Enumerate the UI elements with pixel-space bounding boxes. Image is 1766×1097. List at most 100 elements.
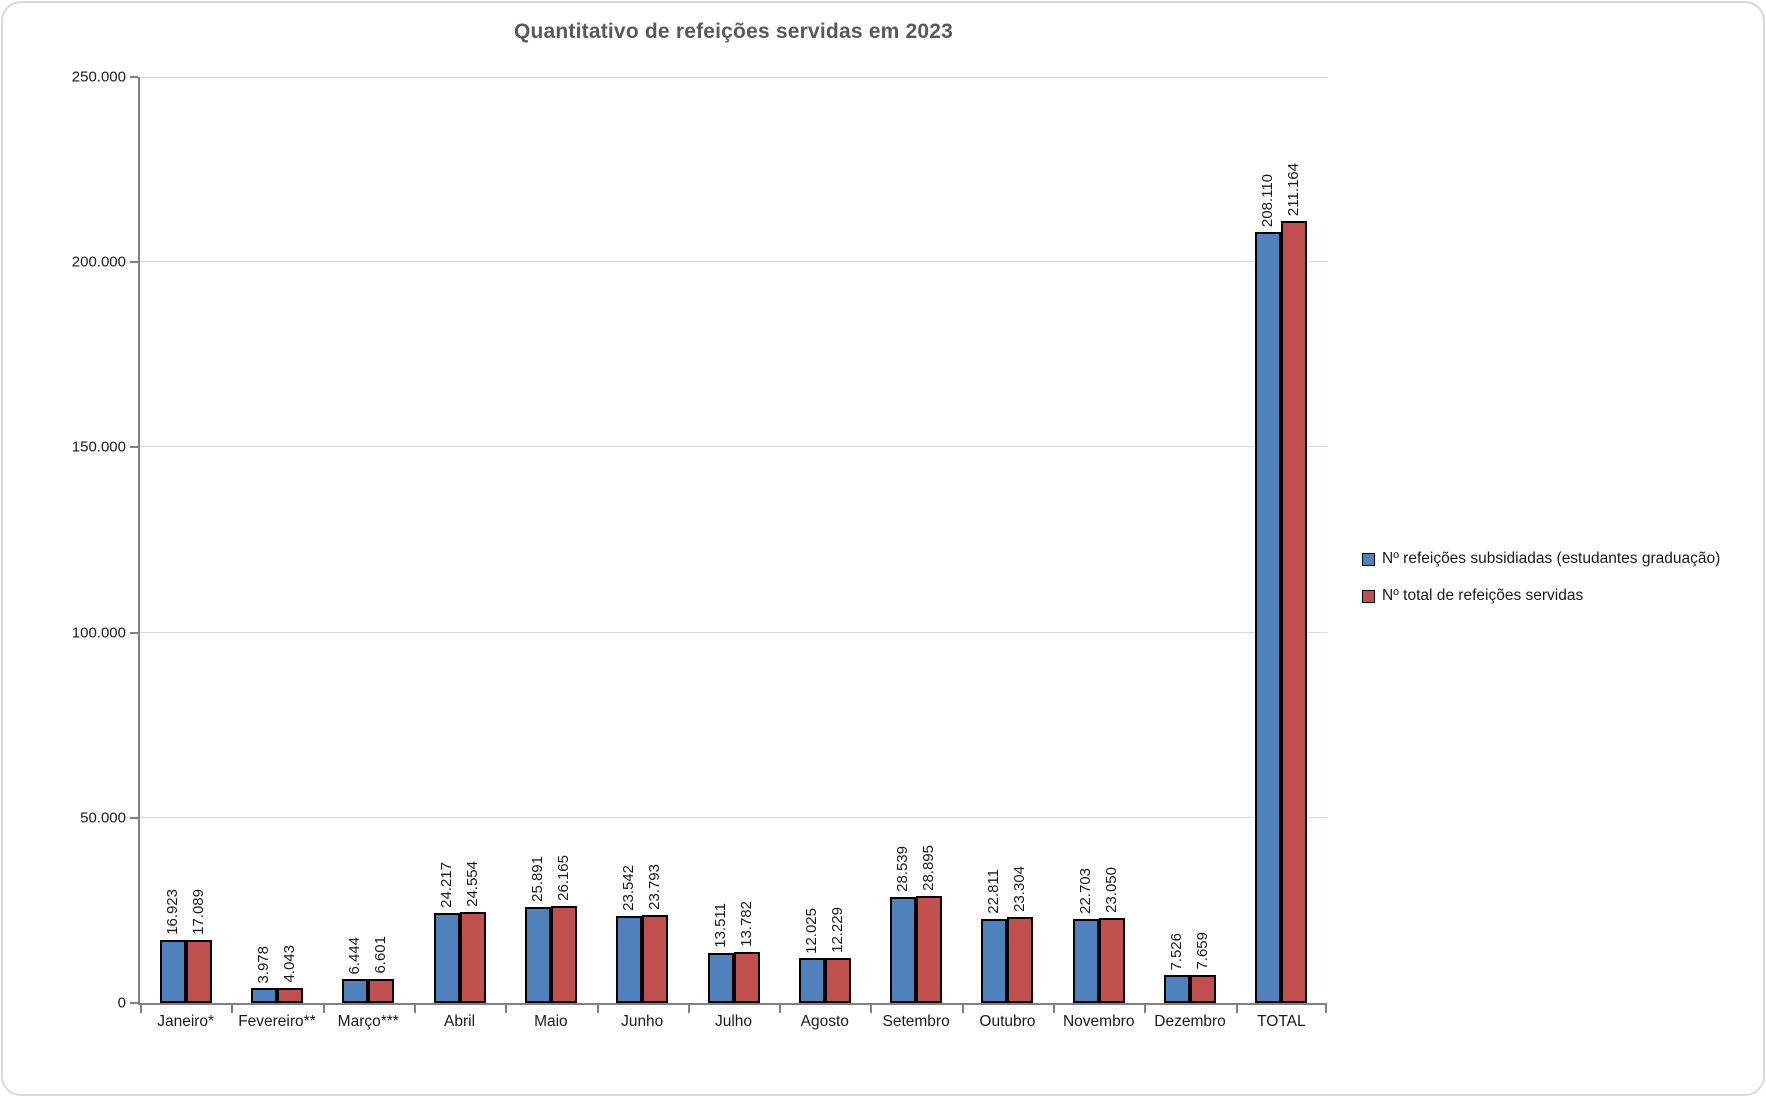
bar	[1098, 917, 1125, 1003]
x-axis-tick	[231, 1005, 233, 1013]
bar	[459, 912, 486, 1003]
bar-value-label: 26.165	[554, 855, 572, 902]
x-axis-label: Abril	[444, 1013, 476, 1030]
y-axis-label: 200.000	[71, 253, 126, 271]
bar	[824, 957, 851, 1003]
legend-item-subsidiadas: Nº refeições subsidiadas (estudantes gra…	[1362, 549, 1720, 569]
bar-value-label: 4.043	[280, 945, 298, 984]
bar	[1007, 916, 1034, 1003]
x-axis-label: Dezembro	[1154, 1013, 1226, 1030]
bar	[707, 952, 734, 1003]
bar-value-label: 28.895	[920, 845, 938, 891]
y-axis-label: 150.000	[71, 438, 126, 456]
gridline	[140, 261, 1327, 263]
x-axis-tick	[1053, 1005, 1055, 1013]
x-axis-tick	[1144, 1005, 1146, 1013]
y-axis-tick	[130, 261, 138, 264]
bar-value-label: 22.811	[985, 868, 1003, 914]
bar-value-label: 211.164	[1285, 162, 1303, 216]
x-axis-tick	[323, 1005, 325, 1013]
x-axis-label: Agosto	[800, 1013, 849, 1030]
x-axis-label: Março***	[337, 1013, 399, 1030]
x-axis-tick	[688, 1005, 690, 1013]
bar	[1164, 975, 1191, 1003]
x-axis-tick	[779, 1005, 781, 1013]
bar-value-label: 6.444	[346, 936, 364, 975]
x-axis-tick	[1325, 1005, 1327, 1013]
bar-value-label: 13.782	[737, 901, 755, 947]
bar-value-label: 3.978	[254, 945, 272, 984]
legend-item-total: Nº total de refeições servidas	[1362, 586, 1720, 606]
x-axis-label: Fevereiro**	[238, 1013, 316, 1030]
legend-swatch-blue-icon	[1362, 552, 1375, 566]
y-axis-tick	[130, 446, 138, 449]
bar-value-label: 12.229	[828, 906, 846, 953]
bar-value-label: 23.050	[1102, 866, 1120, 913]
bar-value-label: 24.554	[463, 861, 481, 908]
bar-value-label: 13.511	[711, 903, 729, 948]
x-axis-label: Novembro	[1062, 1013, 1135, 1030]
x-axis-tick	[140, 1005, 142, 1013]
bar-value-label: 208.110	[1259, 174, 1277, 228]
bar-value-label: 22.703	[1076, 868, 1094, 914]
bar-value-label: 23.304	[1011, 865, 1029, 912]
bar-value-label: 24.217	[437, 862, 455, 909]
x-axis-tick	[505, 1005, 507, 1013]
x-axis-tick	[870, 1005, 872, 1013]
y-axis-label: 250.000	[71, 68, 126, 86]
y-axis-tick	[130, 631, 138, 634]
gridline	[140, 77, 1327, 78]
x-axis-label: Junho	[621, 1013, 664, 1030]
chart-title: Quantitativo de refeições servidas em 20…	[513, 20, 954, 43]
legend-label: Nº total de refeições servidas	[1382, 587, 1584, 604]
bar	[159, 940, 186, 1003]
x-axis-tick	[1236, 1005, 1238, 1013]
x-axis-label: Janeiro*	[157, 1013, 215, 1030]
bar-value-label: 7.659	[1194, 932, 1212, 970]
x-axis-tick	[962, 1005, 964, 1013]
legend-label: Nº refeições subsidiadas (estudantes gra…	[1382, 550, 1721, 567]
x-axis-label: TOTAL	[1257, 1013, 1306, 1030]
x-axis-label: Outubro	[979, 1013, 1036, 1030]
bar	[1255, 232, 1282, 1003]
x-axis-tick	[597, 1005, 599, 1013]
y-axis-tick	[130, 1002, 138, 1004]
plot-area: 16.923 17.089 3.978 4.043 6.444 6.601 24.217 24…	[130, 76, 1327, 1013]
y-axis-label: 50.000	[80, 809, 126, 827]
y-axis-tick	[130, 816, 138, 819]
bar-value-label: 16.923	[163, 889, 181, 936]
legend-swatch-red-icon	[1362, 589, 1375, 603]
bar-value-label: 23.542	[620, 864, 638, 911]
bar-value-label: 7.526	[1168, 932, 1186, 971]
bar	[916, 895, 943, 1003]
bar-value-label: 25.891	[528, 856, 546, 903]
bar-value-label: 12.025	[802, 907, 820, 954]
bar-value-label: 23.793	[646, 863, 664, 910]
bar-value-label: 17.089	[189, 888, 207, 935]
bar	[276, 988, 303, 1003]
gridline	[140, 816, 1327, 818]
bar	[642, 914, 669, 1003]
gridline	[140, 446, 1327, 448]
y-axis-line	[138, 77, 140, 1005]
x-axis-label: Setembro	[882, 1013, 950, 1030]
bar-value-label: 28.539	[894, 846, 912, 893]
x-axis-tick	[414, 1005, 416, 1013]
bar	[1072, 918, 1099, 1003]
x-axis-label: Julho	[714, 1013, 753, 1030]
bar	[890, 897, 917, 1003]
bar	[524, 907, 551, 1003]
bar	[185, 939, 212, 1003]
bar	[1281, 220, 1308, 1003]
bar	[368, 978, 395, 1003]
bar	[981, 918, 1008, 1003]
bar	[433, 913, 460, 1003]
bar	[250, 988, 277, 1003]
x-axis-line	[138, 1003, 1327, 1005]
x-axis-label: Maio	[534, 1013, 568, 1030]
y-axis-label: 100.000	[71, 624, 126, 642]
bar-value-label: 6.601	[372, 936, 390, 974]
y-axis-label: 0	[117, 994, 126, 1012]
